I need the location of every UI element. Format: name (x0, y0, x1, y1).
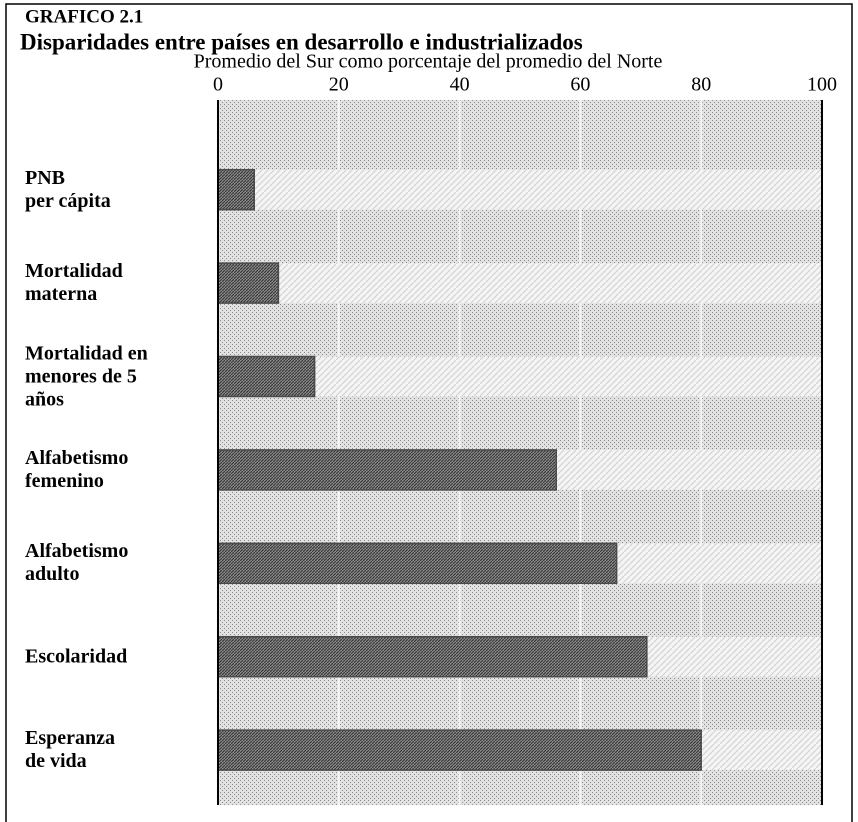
category-label: Alfabetismo femenino (25, 446, 129, 492)
remaining-band (556, 449, 822, 490)
x-tick-label: 60 (570, 74, 590, 96)
frame (5, 3, 853, 822)
remaining-band (314, 356, 822, 397)
bar (217, 355, 316, 398)
x-tick-label: 40 (450, 74, 470, 96)
x-axis-label: Promedio del Sur como porcentaje del pro… (194, 51, 663, 73)
bar (217, 262, 280, 304)
category-label: Mortalidad en menores de 5 años (25, 342, 148, 410)
remaining-band (616, 543, 822, 584)
chart-title: GRAFICO 2.1 (25, 6, 143, 27)
x-tick-label: 20 (329, 74, 349, 96)
bar (217, 168, 255, 211)
category-label: Alfabetismo adulto (25, 540, 129, 586)
category-label: Escolaridad (25, 645, 128, 668)
remaining-band (254, 169, 823, 210)
x-tick-label: 80 (691, 74, 711, 96)
bar (217, 729, 702, 771)
remaining-band (278, 263, 822, 304)
category-label: Mortalidad materna (25, 260, 123, 306)
bar (217, 449, 557, 491)
bar (217, 635, 648, 678)
remaining-band (646, 636, 822, 677)
x-tick-label: 0 (213, 74, 223, 96)
category-label: PNB per cápita (25, 166, 111, 212)
chart-subtitle: Disparidades entre países en desarrollo … (20, 29, 583, 54)
category-label: Esperanza de vida (25, 727, 115, 773)
remaining-band (701, 730, 822, 771)
x-tick-label: 100 (807, 74, 837, 96)
bar (217, 542, 618, 585)
